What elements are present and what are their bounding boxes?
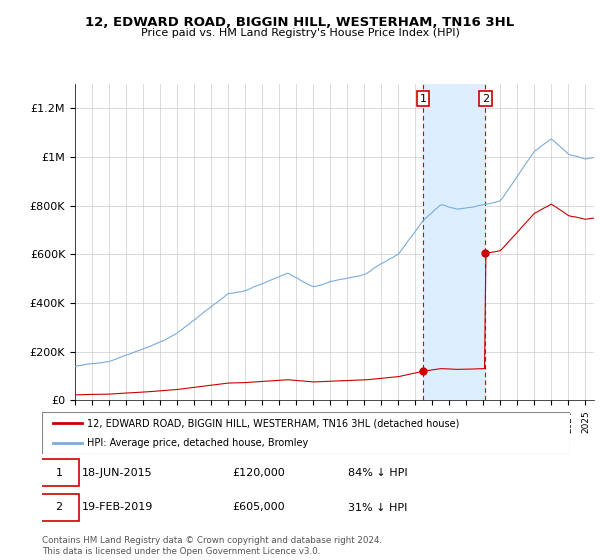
Text: 12, EDWARD ROAD, BIGGIN HILL, WESTERHAM, TN16 3HL (detached house): 12, EDWARD ROAD, BIGGIN HILL, WESTERHAM,… xyxy=(87,418,459,428)
Text: 1: 1 xyxy=(56,468,62,478)
Text: HPI: Average price, detached house, Bromley: HPI: Average price, detached house, Brom… xyxy=(87,438,308,448)
Text: £605,000: £605,000 xyxy=(232,502,285,512)
Bar xyxy=(423,84,485,400)
Text: 2: 2 xyxy=(482,94,489,104)
Point xyxy=(418,367,428,376)
Text: 2: 2 xyxy=(56,502,63,512)
Text: Price paid vs. HM Land Registry's House Price Index (HPI): Price paid vs. HM Land Registry's House … xyxy=(140,28,460,38)
Text: 12, EDWARD ROAD, BIGGIN HILL, WESTERHAM, TN16 3HL: 12, EDWARD ROAD, BIGGIN HILL, WESTERHAM,… xyxy=(85,16,515,29)
FancyBboxPatch shape xyxy=(42,412,570,454)
Text: Contains HM Land Registry data © Crown copyright and database right 2024.
This d: Contains HM Land Registry data © Crown c… xyxy=(42,536,382,556)
Text: £120,000: £120,000 xyxy=(232,468,285,478)
FancyBboxPatch shape xyxy=(40,494,79,521)
Point xyxy=(481,249,490,258)
Text: 19-FEB-2019: 19-FEB-2019 xyxy=(82,502,153,512)
Text: 31% ↓ HPI: 31% ↓ HPI xyxy=(348,502,407,512)
Text: 18-JUN-2015: 18-JUN-2015 xyxy=(82,468,152,478)
Text: 84% ↓ HPI: 84% ↓ HPI xyxy=(348,468,408,478)
FancyBboxPatch shape xyxy=(40,459,79,486)
Text: 1: 1 xyxy=(419,94,427,104)
